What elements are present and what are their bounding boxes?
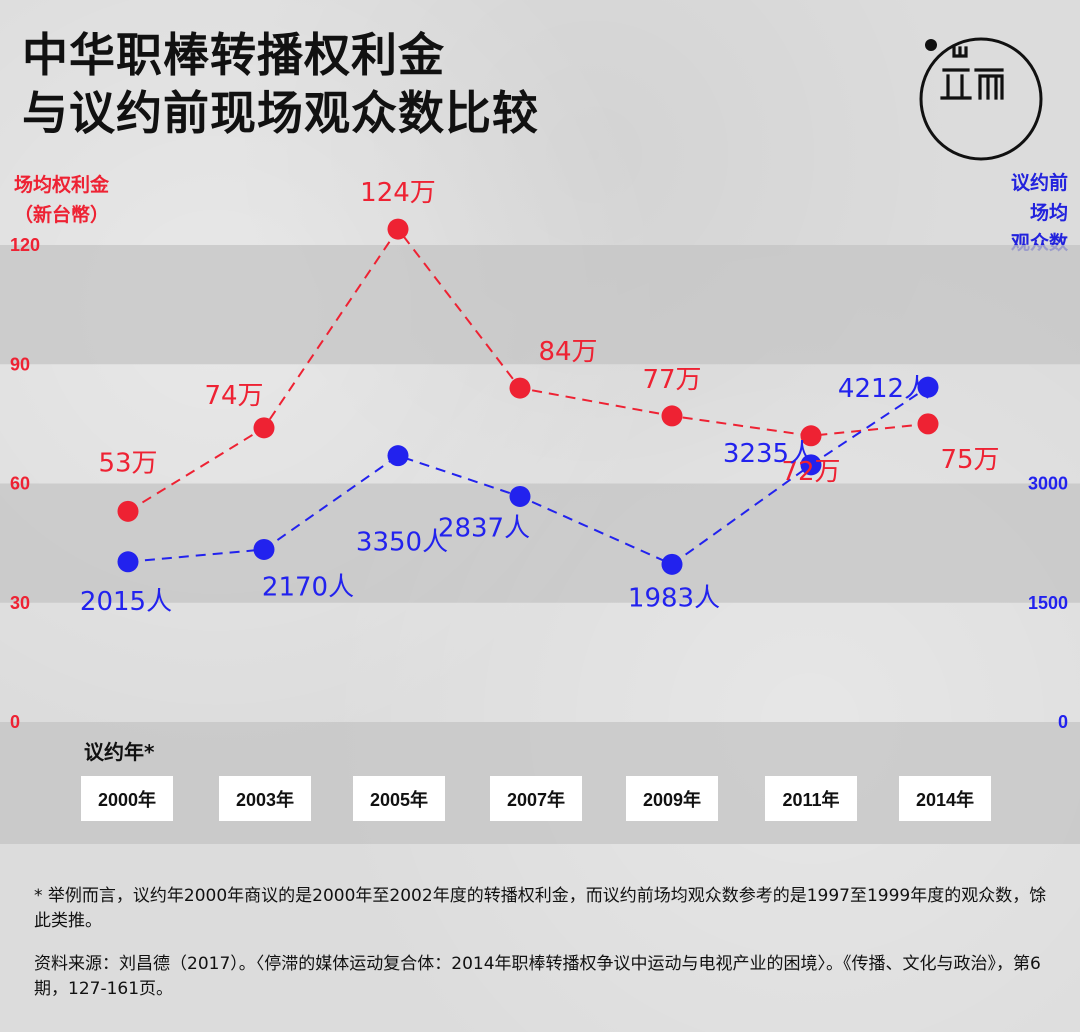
data-point (117, 500, 139, 522)
chart-title-line-2: 与议约前现场观众数比较 (22, 86, 539, 140)
year-box: 2003年 (219, 776, 311, 821)
left-tick-label: 90 (10, 354, 30, 374)
year-box: 2005年 (353, 776, 445, 821)
data-point (387, 445, 409, 467)
data-label: 75万 (940, 445, 999, 475)
data-label: 53万 (98, 448, 157, 478)
initium-logo-icon (919, 37, 1043, 161)
data-point (661, 553, 683, 575)
data-label: 2837人 (438, 513, 530, 543)
data-label: 74万 (204, 381, 263, 411)
data-point (117, 551, 139, 573)
data-label: 3350人 (356, 528, 448, 558)
left-axis-title-line: （新台幣） (14, 204, 110, 226)
data-label: 72万 (781, 457, 840, 487)
data-point (917, 376, 939, 398)
data-labels: 53万 74万 124万 84万 77万 72万 75万 2015人 2170人3350人283… (80, 178, 1000, 617)
data-point (509, 485, 531, 507)
left-tick-label: 60 (10, 474, 30, 494)
data-point (253, 417, 275, 439)
series-points (117, 218, 939, 575)
axis-ticks: 0 30 60 90 120 0 1500 3000 (10, 235, 1068, 732)
right-tick-label: 0 (1058, 712, 1068, 732)
data-point (800, 454, 822, 476)
footnote-text: * 举例而言，议约年2000年商议的是2000年至2002年度的转播权利金，而议… (34, 886, 1047, 931)
grid-band (0, 245, 1080, 365)
data-label: 4212人 (838, 374, 930, 404)
left-tick-label: 30 (10, 593, 30, 613)
year-box: 2011年 (765, 776, 857, 821)
data-point (509, 377, 531, 399)
year-heading: 议约年* (84, 740, 155, 764)
right-axis-title-line: 场均 (1029, 202, 1068, 224)
year-box: 2007年 (490, 776, 582, 821)
data-label: 2170人 (262, 572, 354, 602)
data-label: 1983人 (628, 583, 720, 613)
data-point (387, 218, 409, 240)
right-tick-label: 1500 (1028, 593, 1068, 613)
data-label: 2015人 (80, 587, 172, 617)
year-box: 2000年 (81, 776, 173, 821)
data-point (800, 425, 822, 447)
right-tick-label: 3000 (1028, 474, 1068, 494)
grid-band (0, 483, 1080, 603)
source-text: 资料来源：刘昌德（2017）。〈停滞的媒体运动复合体：2014年职棒转播权争议中… (34, 954, 1041, 999)
footnotes: * 举例而言，议约年2000年商议的是2000年至2002年度的转播权利金，而议… (34, 884, 1050, 1002)
chart-title-line-1: 中华职棒转播权利金 (22, 28, 445, 82)
data-point (661, 405, 683, 427)
year-box: 2009年 (626, 776, 718, 821)
grid-bands (0, 245, 1080, 844)
chart-title: 中华职棒转播权利金 与议约前现场观众数比较 (22, 26, 539, 142)
year-box: 2014年 (899, 776, 991, 821)
right-axis-title-line: 议约前 (1010, 172, 1068, 194)
data-label: 77万 (642, 365, 701, 395)
left-tick-label: 120 (10, 235, 40, 255)
left-tick-label: 0 (10, 712, 20, 732)
data-label: 124万 (360, 178, 436, 208)
left-axis-title: 场均权利金 （新台幣） (14, 170, 109, 230)
data-point (917, 413, 939, 435)
data-label: 3235人 (723, 439, 815, 469)
data-point (253, 538, 275, 560)
left-axis-title-line: 场均权利金 (14, 174, 110, 196)
data-label: 84万 (538, 337, 597, 367)
